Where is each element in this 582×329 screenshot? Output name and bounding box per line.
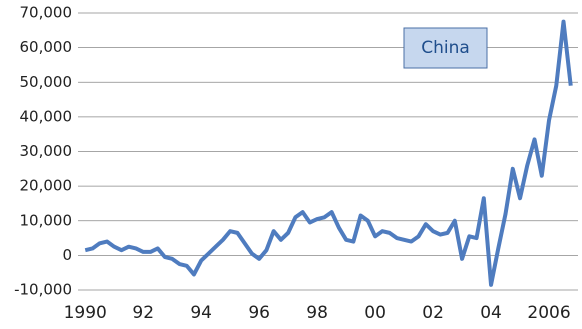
x-tick-label: 00 [364, 303, 386, 323]
y-tick-label: -10,000 [14, 281, 72, 299]
y-tick-label: 50,000 [20, 73, 73, 91]
annotation: China [421, 38, 470, 58]
x-tick-label: 2006 [527, 303, 570, 323]
y-tick-label: 60,000 [20, 38, 73, 56]
y-tick-label: 30,000 [20, 142, 73, 160]
x-tick-label: 98 [306, 303, 328, 323]
y-tick-label: 0 [62, 246, 72, 264]
annotation-box [403, 27, 488, 69]
x-tick-label: 94 [190, 303, 212, 323]
y-tick-label: 70,000 [20, 4, 73, 22]
x-tick-label: 02 [422, 303, 444, 323]
y-tick-label: 10,000 [20, 211, 73, 229]
line [84, 19, 573, 287]
x-tick-label: 92 [132, 303, 154, 323]
x-tick-label: 96 [248, 303, 270, 323]
y-tick-label: 40,000 [20, 107, 73, 125]
x-tick-label: 04 [480, 303, 502, 323]
x-tick-label: 1990 [64, 303, 107, 323]
y-tick-label: 20,000 [20, 177, 73, 195]
